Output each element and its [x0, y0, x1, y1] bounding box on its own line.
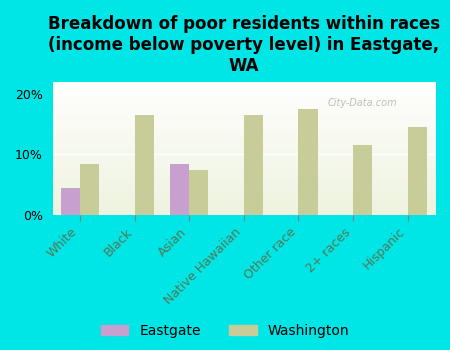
Bar	[61, 188, 80, 215]
Legend: Eastgate, Washington: Eastgate, Washington	[95, 318, 355, 343]
Bar	[353, 145, 372, 215]
Bar	[244, 115, 263, 215]
Bar	[298, 109, 318, 215]
Title: Breakdown of poor residents within races
(income below poverty level) in Eastgat: Breakdown of poor residents within races…	[48, 15, 440, 75]
Bar	[170, 163, 189, 215]
Bar	[408, 127, 427, 215]
Bar	[189, 169, 208, 215]
Bar	[80, 163, 99, 215]
Text: City-Data.com: City-Data.com	[328, 98, 397, 108]
Bar	[135, 115, 153, 215]
